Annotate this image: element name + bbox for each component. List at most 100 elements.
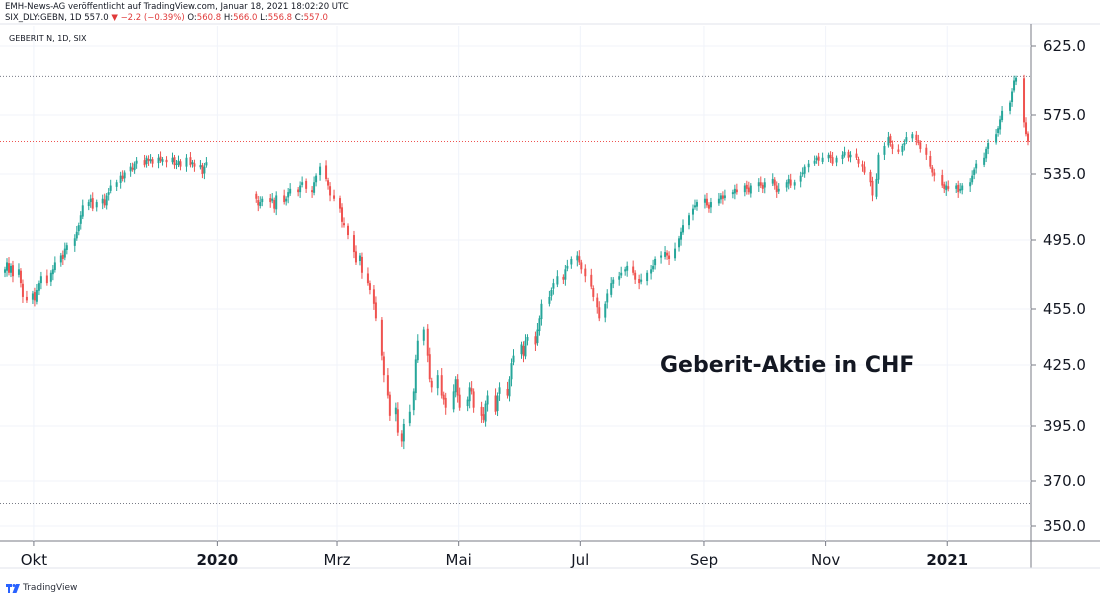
candle-body [400, 433, 403, 442]
candle-body [201, 165, 204, 174]
candle-body [552, 283, 555, 289]
candle-body [301, 182, 304, 185]
candle-body [165, 159, 168, 163]
candle-body [945, 185, 948, 191]
candle-body [524, 340, 527, 357]
candle-body [422, 329, 425, 341]
candle-body [566, 265, 569, 269]
candle-body [534, 336, 537, 345]
candle-body [931, 167, 934, 173]
candle-body [707, 204, 710, 209]
candle-body [275, 195, 278, 210]
candle-body [618, 276, 621, 280]
candle-body [177, 160, 180, 165]
candle-body [1023, 78, 1026, 123]
x-tick-label: 2020 [197, 551, 239, 569]
candle-body [709, 202, 712, 208]
candle-body [682, 225, 685, 233]
candle-body [983, 157, 986, 165]
candle-body [522, 345, 525, 356]
candle-body [89, 198, 92, 203]
y-tick-label: 350.0 [1043, 517, 1086, 535]
candle-body [107, 192, 110, 195]
candle-body [129, 166, 132, 172]
candle-body [380, 319, 383, 356]
candle-body [161, 159, 164, 162]
candle-body [496, 395, 499, 411]
candle-body [428, 354, 431, 380]
candle-body [1013, 80, 1016, 91]
candle-body [368, 283, 371, 291]
candle-body [53, 262, 56, 271]
low-label: L: [260, 13, 268, 23]
candle-body [394, 407, 397, 415]
candle-body [396, 409, 399, 433]
candle-body [17, 269, 20, 275]
candle-body [829, 154, 832, 158]
candle-body [807, 163, 810, 168]
candle-body [785, 182, 788, 188]
candle-body [87, 202, 90, 207]
candle-body [580, 262, 583, 270]
candle-body [65, 245, 68, 251]
candle-body [777, 188, 780, 192]
candle-body [775, 185, 778, 193]
x-tick-label: Nov [811, 551, 840, 569]
tradingview-footer[interactable]: TradingView [6, 583, 77, 593]
candle-body [388, 394, 391, 416]
candle-body [506, 388, 509, 396]
candle-body [813, 160, 816, 164]
candle-body [717, 198, 720, 204]
candle-body [327, 180, 330, 186]
candle-body [1011, 91, 1014, 103]
candle-body [855, 153, 858, 158]
candle-body [971, 175, 974, 183]
candle-body [21, 283, 24, 297]
candle-body [793, 182, 796, 186]
candle-body [382, 356, 385, 376]
candle-body [654, 258, 657, 266]
candle-body [652, 265, 655, 270]
candle-body [668, 255, 671, 259]
candle-body [957, 184, 960, 193]
candle-body [975, 163, 978, 169]
candle-body [147, 158, 150, 161]
candle-body [901, 145, 904, 152]
candle-body [632, 266, 635, 273]
candle-body [289, 188, 292, 194]
candle-body [1027, 133, 1030, 142]
candle-body [883, 145, 886, 155]
candle-body [145, 157, 148, 164]
candle-body [693, 205, 696, 208]
candle-body [771, 178, 774, 184]
y-tick-label: 495.0 [1043, 231, 1086, 249]
candle-body [25, 296, 28, 301]
tradingview-brand: TradingView [23, 583, 78, 593]
candle-body [815, 157, 818, 161]
candle-body [841, 154, 844, 159]
candle-body [903, 143, 906, 146]
candle-body [271, 198, 274, 201]
candle-body [261, 198, 264, 203]
candle-body [480, 406, 483, 416]
candle-body [143, 160, 146, 166]
candle-body [109, 185, 112, 191]
candle-body [408, 411, 411, 424]
candle-body [456, 379, 459, 396]
candle-body [843, 151, 846, 156]
candle-body [666, 252, 669, 256]
symbol-label: SIX_DLY:GEBN, 1D [5, 13, 82, 23]
candle-body [59, 255, 62, 263]
candle-body [329, 186, 332, 196]
candle-body [705, 198, 708, 206]
open-value: 560.8 [196, 13, 222, 23]
candle-body [905, 137, 908, 142]
candle-body [584, 268, 587, 277]
candle-body [747, 187, 750, 193]
candle-body [91, 198, 94, 209]
candle-body [372, 289, 375, 304]
candle-body [773, 179, 776, 186]
candle-body [1001, 110, 1004, 121]
candle-body [343, 223, 346, 226]
